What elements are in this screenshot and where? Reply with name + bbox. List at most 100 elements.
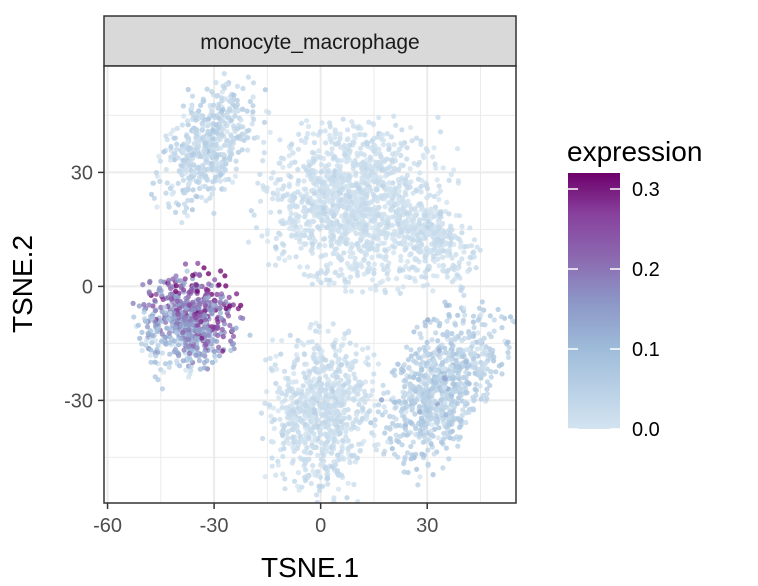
data-point — [438, 230, 444, 237]
data-point — [188, 363, 194, 369]
data-point — [152, 297, 158, 304]
data-point — [435, 435, 441, 441]
data-point — [418, 335, 424, 341]
data-point — [289, 218, 296, 224]
data-point — [358, 379, 364, 385]
data-point — [340, 341, 346, 347]
data-point — [150, 180, 156, 186]
data-point — [250, 109, 256, 115]
data-point — [191, 170, 197, 176]
data-point — [418, 183, 424, 189]
data-point — [416, 377, 422, 383]
data-point — [310, 395, 317, 401]
data-point — [286, 440, 292, 446]
data-point — [324, 381, 330, 387]
data-point — [362, 212, 368, 218]
data-point — [276, 160, 282, 166]
data-point — [444, 253, 450, 259]
data-point — [378, 154, 384, 160]
data-point — [436, 196, 442, 203]
data-point — [381, 451, 387, 457]
data-point — [291, 191, 298, 197]
data-point — [209, 359, 215, 366]
data-point — [448, 337, 454, 343]
data-point — [294, 445, 300, 451]
data-point — [341, 142, 347, 149]
data-point — [453, 252, 459, 258]
data-point — [359, 415, 366, 421]
data-point — [295, 146, 301, 152]
data-point — [166, 282, 172, 288]
data-point — [408, 251, 414, 257]
data-point — [345, 136, 351, 142]
data-point — [184, 152, 190, 158]
data-point — [371, 352, 377, 358]
data-point — [441, 268, 447, 274]
data-point — [412, 278, 418, 284]
data-point — [429, 385, 436, 391]
data-point — [384, 263, 390, 270]
data-point — [404, 241, 410, 248]
data-point — [380, 132, 386, 138]
plot-panel-border — [103, 65, 517, 504]
data-point — [325, 328, 331, 334]
data-point — [379, 240, 385, 246]
data-point — [463, 419, 469, 426]
data-point — [356, 420, 363, 426]
data-point — [456, 260, 462, 266]
data-point — [178, 322, 184, 328]
data-point — [389, 446, 395, 452]
legend-break-label: 0.3 — [632, 179, 660, 201]
data-point — [425, 461, 431, 467]
data-point — [149, 340, 155, 346]
data-point — [278, 351, 284, 357]
data-point — [430, 225, 436, 231]
data-point — [382, 430, 388, 436]
data-point — [344, 495, 350, 501]
data-point — [193, 352, 199, 358]
data-point — [185, 331, 191, 337]
data-point — [448, 364, 454, 370]
data-point — [167, 339, 173, 346]
data-point — [426, 437, 432, 443]
data-point — [147, 352, 153, 358]
data-point — [322, 128, 328, 134]
data-point — [275, 458, 281, 464]
data-point — [318, 187, 324, 193]
data-point — [445, 419, 451, 425]
data-point — [355, 214, 361, 220]
data-point — [420, 359, 426, 365]
data-point — [329, 360, 335, 367]
data-point — [428, 441, 434, 447]
data-point — [146, 290, 152, 297]
data-point — [219, 164, 225, 170]
data-point — [311, 376, 317, 382]
data-point — [399, 127, 405, 133]
data-point — [376, 115, 382, 121]
data-point — [303, 186, 309, 192]
data-point — [182, 261, 189, 267]
data-point — [235, 133, 241, 140]
data-point — [335, 356, 341, 363]
data-point — [384, 131, 390, 137]
data-point — [330, 446, 336, 452]
data-point — [277, 416, 283, 422]
data-point — [158, 304, 164, 310]
data-point — [430, 390, 436, 396]
data-point — [168, 296, 174, 302]
data-point — [206, 116, 212, 122]
data-point — [396, 268, 403, 274]
data-point — [486, 331, 492, 337]
data-point — [216, 353, 223, 359]
data-point — [312, 365, 318, 371]
data-point — [370, 379, 376, 385]
data-point — [335, 472, 342, 479]
data-point — [311, 173, 317, 179]
data-point — [337, 135, 343, 141]
data-point — [158, 278, 164, 284]
data-point — [425, 394, 432, 400]
data-point — [435, 114, 441, 120]
data-point — [216, 115, 222, 121]
data-point — [378, 193, 385, 199]
data-point — [249, 121, 255, 127]
